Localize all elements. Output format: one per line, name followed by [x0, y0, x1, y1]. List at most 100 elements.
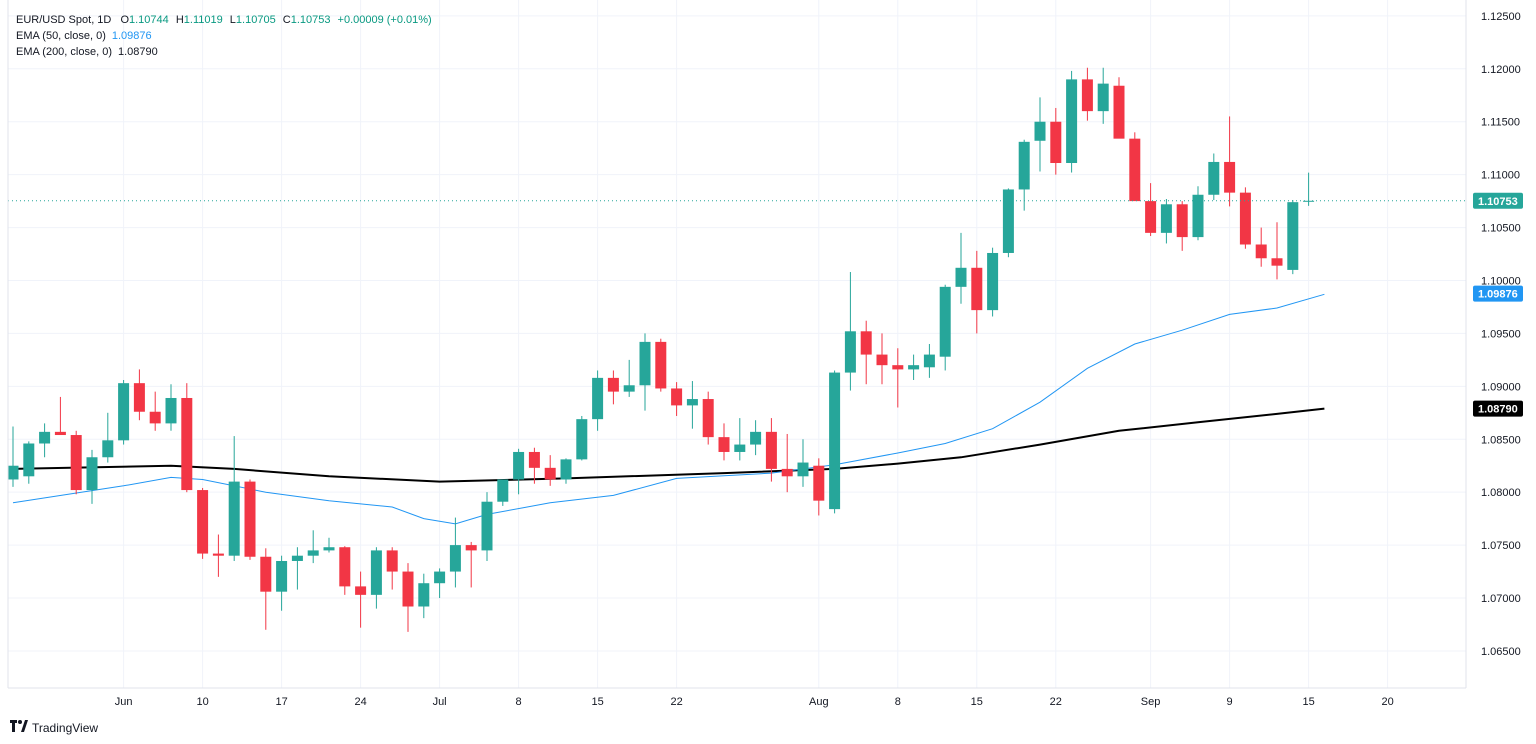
candle[interactable]	[702, 391, 714, 445]
candle[interactable]	[276, 555, 288, 611]
candle[interactable]	[1208, 153, 1220, 201]
candle[interactable]	[244, 479, 256, 560]
candle[interactable]	[718, 423, 730, 461]
candle[interactable]	[544, 455, 556, 486]
candle[interactable]	[1081, 67, 1093, 121]
candle[interactable]	[1129, 132, 1141, 202]
brand[interactable]: TradingView	[10, 720, 98, 735]
candle[interactable]	[860, 320, 872, 385]
candle[interactable]	[1145, 183, 1157, 237]
candle[interactable]	[7, 426, 19, 487]
candle[interactable]	[355, 571, 367, 628]
candle[interactable]	[513, 448, 525, 495]
candle[interactable]	[307, 530, 319, 564]
candle[interactable]	[165, 384, 177, 431]
candle[interactable]	[560, 458, 572, 484]
candle[interactable]	[434, 568, 446, 599]
candle[interactable]	[86, 449, 98, 504]
candle[interactable]	[939, 284, 951, 371]
candle-body	[513, 451, 525, 480]
y-tick-label: 1.12500	[1481, 11, 1521, 23]
candle[interactable]	[212, 534, 224, 577]
candle[interactable]	[987, 247, 999, 317]
candle[interactable]	[1176, 201, 1188, 251]
candle[interactable]	[70, 430, 82, 495]
candle[interactable]	[813, 458, 825, 516]
candle[interactable]	[923, 344, 935, 378]
symbol-title[interactable]: EUR/USD Spot, 1D	[16, 14, 112, 26]
candle-body	[829, 372, 841, 510]
candle[interactable]	[54, 396, 66, 436]
grid	[8, 0, 1466, 688]
candle[interactable]	[1192, 186, 1204, 241]
legend-ema50[interactable]: EMA (50, close, 0) 1.09876	[16, 28, 436, 44]
candle[interactable]	[197, 487, 209, 559]
candle[interactable]	[370, 547, 382, 609]
legend-ema200[interactable]: EMA (200, close, 0) 1.08790	[16, 44, 436, 60]
candle[interactable]	[465, 541, 477, 588]
candle[interactable]	[418, 573, 430, 619]
candle[interactable]	[607, 370, 619, 405]
candle[interactable]	[497, 479, 509, 506]
candle[interactable]	[1018, 139, 1030, 211]
candle[interactable]	[386, 547, 398, 590]
candle[interactable]	[829, 370, 841, 514]
candle[interactable]	[449, 517, 461, 588]
candle[interactable]	[908, 354, 920, 380]
candle[interactable]	[671, 382, 683, 416]
candle[interactable]	[291, 547, 303, 590]
candle[interactable]	[149, 391, 161, 431]
candle[interactable]	[655, 338, 667, 392]
candle[interactable]	[1287, 200, 1299, 275]
candle[interactable]	[686, 381, 698, 429]
candle[interactable]	[639, 333, 651, 411]
candle[interactable]	[750, 420, 762, 456]
tradingview-logo-icon	[10, 720, 28, 735]
candle[interactable]	[1034, 97, 1046, 172]
candle[interactable]	[102, 412, 114, 463]
candle[interactable]	[1002, 188, 1014, 258]
candle[interactable]	[481, 492, 493, 561]
candle[interactable]	[133, 369, 145, 421]
candle[interactable]	[1255, 227, 1267, 267]
candle[interactable]	[228, 436, 240, 561]
candle[interactable]	[1224, 116, 1236, 207]
time-axis[interactable]: Jun 10 17 24 Jul 8 15 22 Aug 8 15 22 Sep 9 15 20	[7, 0, 1466, 708]
candle[interactable]	[39, 423, 51, 458]
candle[interactable]	[876, 333, 888, 385]
candle[interactable]	[844, 272, 856, 391]
candle-body	[592, 377, 604, 420]
candle-body	[70, 435, 82, 491]
candle-body	[560, 459, 572, 480]
candle[interactable]	[955, 232, 967, 304]
candle[interactable]	[971, 250, 983, 334]
candle[interactable]	[576, 415, 588, 461]
candle[interactable]	[1097, 67, 1109, 124]
candle[interactable]	[118, 379, 130, 445]
candle[interactable]	[23, 441, 35, 484]
x-tick-label: 15	[971, 696, 983, 708]
candle[interactable]	[1113, 77, 1125, 139]
candle[interactable]	[734, 418, 746, 461]
candle[interactable]	[260, 548, 272, 630]
candle[interactable]	[181, 383, 193, 493]
candle[interactable]	[797, 439, 809, 487]
candle[interactable]	[323, 537, 335, 553]
candle[interactable]	[592, 370, 604, 431]
candle[interactable]	[765, 418, 777, 482]
candle[interactable]	[1271, 222, 1283, 280]
candle[interactable]	[1066, 70, 1078, 173]
candle[interactable]	[623, 359, 635, 397]
candle[interactable]	[1239, 187, 1251, 249]
candle[interactable]	[892, 348, 904, 408]
candle[interactable]	[402, 563, 414, 632]
candle[interactable]	[1050, 107, 1062, 175]
candles[interactable]	[7, 67, 1315, 632]
price-axis[interactable]: 1.06500 1.07000 1.07500 1.08000 1.08500 1.090…	[1465, 0, 1523, 688]
candle-body	[149, 411, 161, 424]
candle[interactable]	[339, 546, 351, 595]
candle[interactable]	[781, 433, 793, 493]
candle[interactable]	[528, 447, 540, 484]
candle[interactable]	[1160, 198, 1172, 244]
